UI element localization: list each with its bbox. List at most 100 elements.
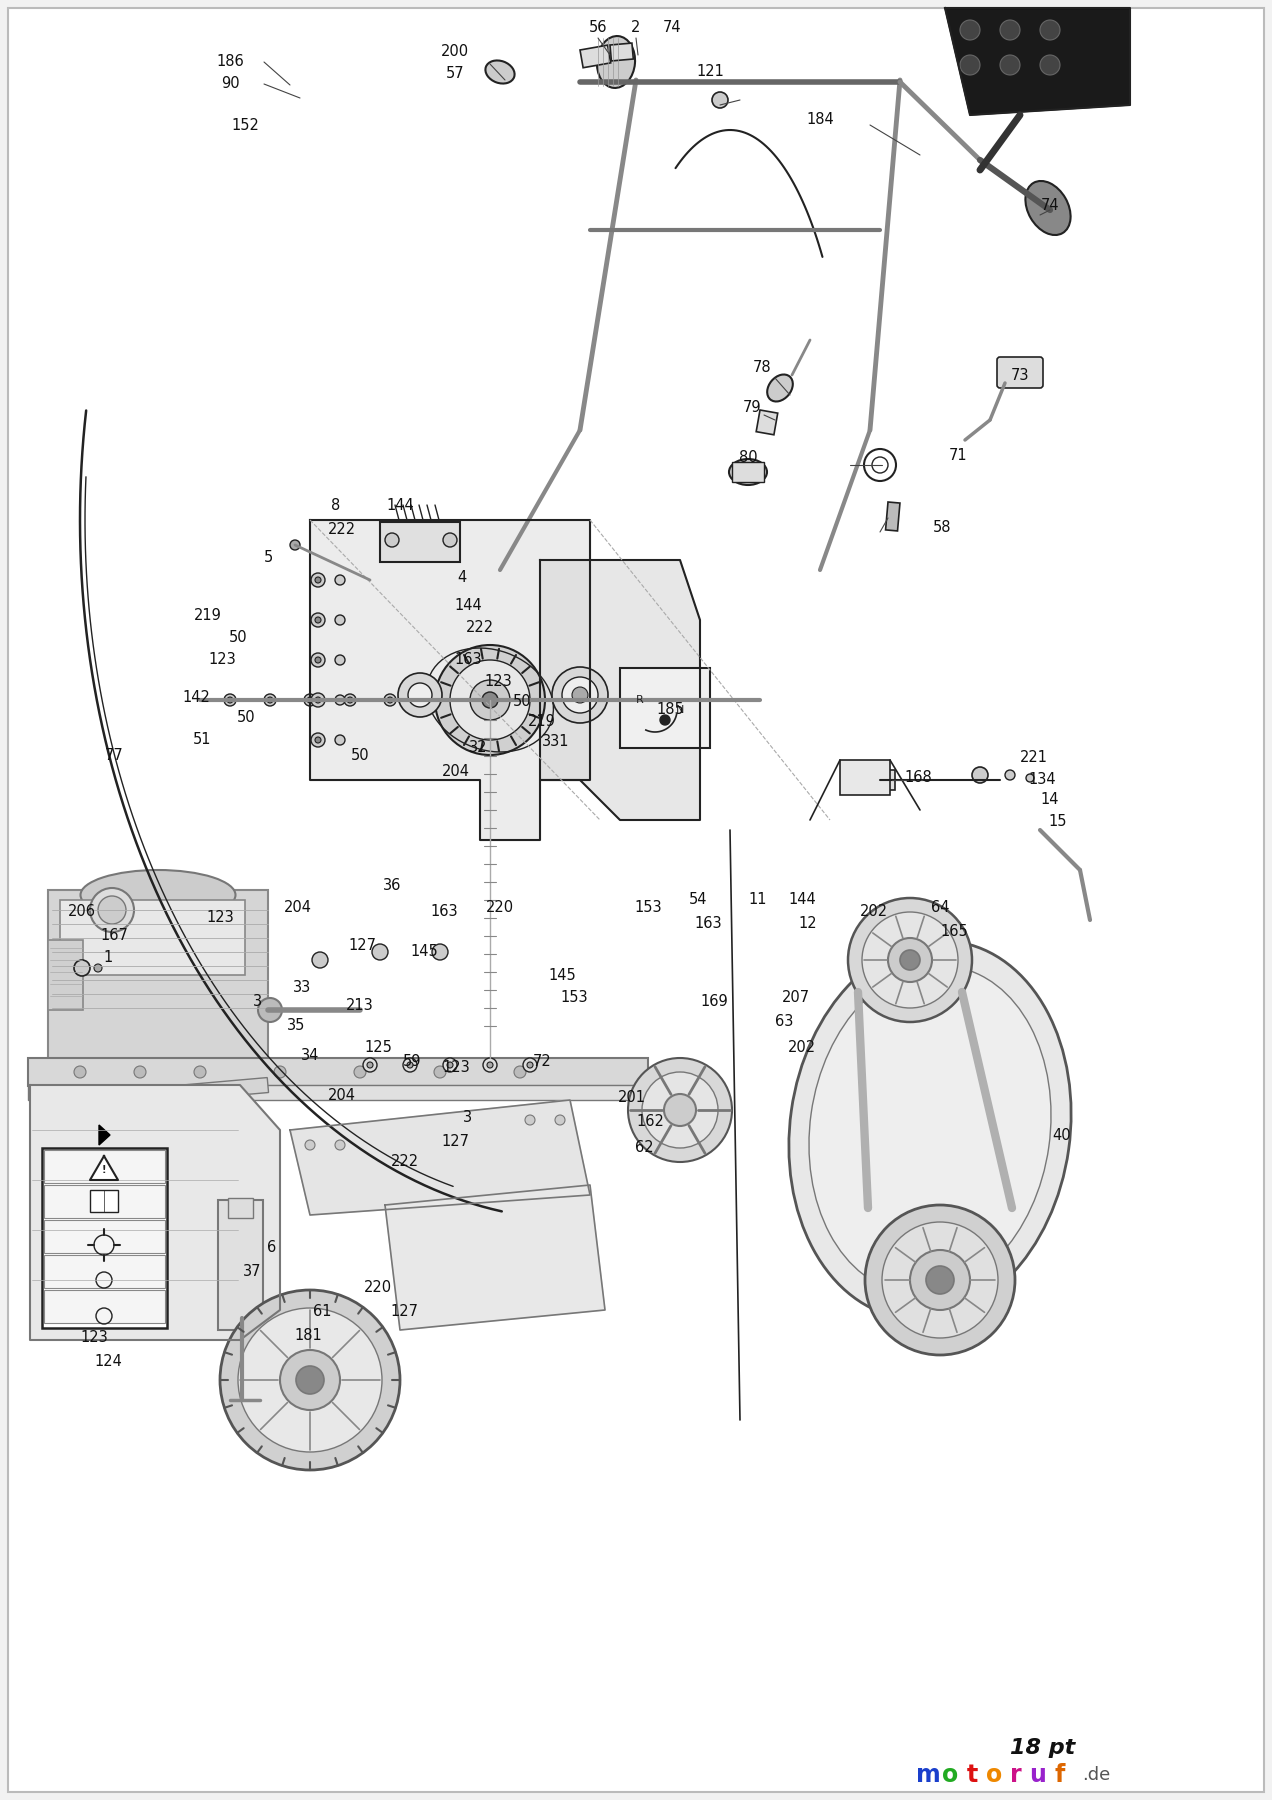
- Text: 58: 58: [932, 520, 951, 536]
- Ellipse shape: [789, 941, 1071, 1319]
- Text: 79: 79: [743, 401, 762, 416]
- Circle shape: [434, 1066, 446, 1078]
- Circle shape: [469, 680, 510, 720]
- Circle shape: [265, 695, 276, 706]
- Text: 123: 123: [206, 911, 234, 925]
- Text: 127: 127: [391, 1305, 418, 1319]
- Text: 163: 163: [695, 916, 721, 932]
- Text: 78: 78: [753, 360, 771, 376]
- Circle shape: [562, 677, 598, 713]
- Text: 200: 200: [441, 45, 469, 59]
- Text: 36: 36: [383, 878, 401, 893]
- Text: 202: 202: [787, 1040, 817, 1055]
- Circle shape: [1027, 774, 1034, 781]
- Circle shape: [446, 1062, 453, 1067]
- Bar: [48, 889, 268, 1075]
- Circle shape: [848, 898, 972, 1022]
- Text: 222: 222: [328, 522, 356, 538]
- Text: 50: 50: [513, 695, 532, 709]
- Text: 153: 153: [635, 900, 661, 916]
- Bar: [45, 1150, 165, 1183]
- Circle shape: [398, 673, 441, 716]
- Circle shape: [865, 1204, 1015, 1355]
- Circle shape: [347, 697, 354, 704]
- Bar: [380, 522, 460, 562]
- Text: 15: 15: [1048, 814, 1067, 830]
- Circle shape: [363, 1058, 377, 1073]
- Text: 56: 56: [589, 20, 607, 36]
- Bar: [28, 1058, 647, 1085]
- Text: 220: 220: [486, 900, 514, 916]
- Text: 74: 74: [663, 20, 682, 36]
- Bar: [611, 43, 633, 61]
- Circle shape: [335, 1139, 345, 1150]
- Circle shape: [304, 695, 315, 706]
- Text: 121: 121: [696, 65, 724, 79]
- Text: 72: 72: [533, 1055, 551, 1069]
- Circle shape: [552, 668, 608, 724]
- Circle shape: [296, 1366, 324, 1393]
- Circle shape: [335, 616, 345, 625]
- Bar: [42, 1148, 167, 1328]
- Bar: [756, 410, 777, 436]
- Bar: [60, 900, 245, 976]
- Circle shape: [432, 943, 448, 959]
- Text: 222: 222: [391, 1154, 418, 1170]
- Text: 2: 2: [631, 20, 641, 36]
- Text: 186: 186: [216, 54, 244, 70]
- Text: N: N: [675, 706, 684, 715]
- Bar: [840, 760, 890, 796]
- Circle shape: [305, 1139, 315, 1150]
- Circle shape: [862, 913, 958, 1008]
- Text: 145: 145: [410, 945, 438, 959]
- Polygon shape: [90, 1156, 118, 1181]
- Bar: [619, 668, 710, 749]
- Circle shape: [315, 697, 321, 704]
- Text: 219: 219: [195, 608, 221, 623]
- Circle shape: [290, 540, 300, 551]
- Text: 213: 213: [346, 997, 374, 1012]
- Circle shape: [435, 644, 544, 754]
- Circle shape: [195, 1066, 206, 1078]
- Circle shape: [310, 693, 326, 707]
- Circle shape: [525, 1114, 536, 1125]
- Circle shape: [1000, 20, 1020, 40]
- Polygon shape: [310, 520, 590, 841]
- Text: 202: 202: [860, 904, 888, 920]
- Circle shape: [307, 697, 313, 704]
- Circle shape: [385, 533, 399, 547]
- Text: 80: 80: [739, 450, 757, 466]
- Circle shape: [972, 767, 988, 783]
- Circle shape: [407, 1062, 413, 1067]
- Text: 219: 219: [528, 715, 556, 729]
- Text: 40: 40: [1053, 1127, 1071, 1143]
- Text: 6: 6: [267, 1240, 276, 1256]
- Text: 3: 3: [463, 1111, 473, 1125]
- Text: 12: 12: [799, 916, 818, 932]
- Text: 50: 50: [229, 630, 247, 646]
- Text: 144: 144: [387, 497, 413, 513]
- Text: !: !: [102, 1165, 107, 1175]
- Text: 163: 163: [454, 653, 482, 668]
- Text: 206: 206: [67, 904, 95, 920]
- Text: 1: 1: [103, 950, 113, 965]
- Circle shape: [310, 653, 326, 668]
- Text: 3: 3: [253, 994, 262, 1010]
- Text: 207: 207: [782, 990, 810, 1006]
- Circle shape: [335, 574, 345, 585]
- Text: 51: 51: [193, 733, 211, 747]
- Text: 11: 11: [749, 893, 767, 907]
- Text: m: m: [916, 1762, 940, 1787]
- Circle shape: [628, 1058, 731, 1163]
- Text: o: o: [986, 1762, 1002, 1787]
- Circle shape: [315, 657, 321, 662]
- Text: 123: 123: [209, 653, 235, 668]
- Circle shape: [238, 1309, 382, 1453]
- Text: 181: 181: [294, 1328, 322, 1343]
- Circle shape: [450, 661, 530, 740]
- Text: 169: 169: [700, 994, 728, 1010]
- Text: 163: 163: [430, 904, 458, 920]
- Circle shape: [315, 736, 321, 743]
- Circle shape: [527, 1062, 533, 1067]
- Text: 90: 90: [220, 76, 239, 92]
